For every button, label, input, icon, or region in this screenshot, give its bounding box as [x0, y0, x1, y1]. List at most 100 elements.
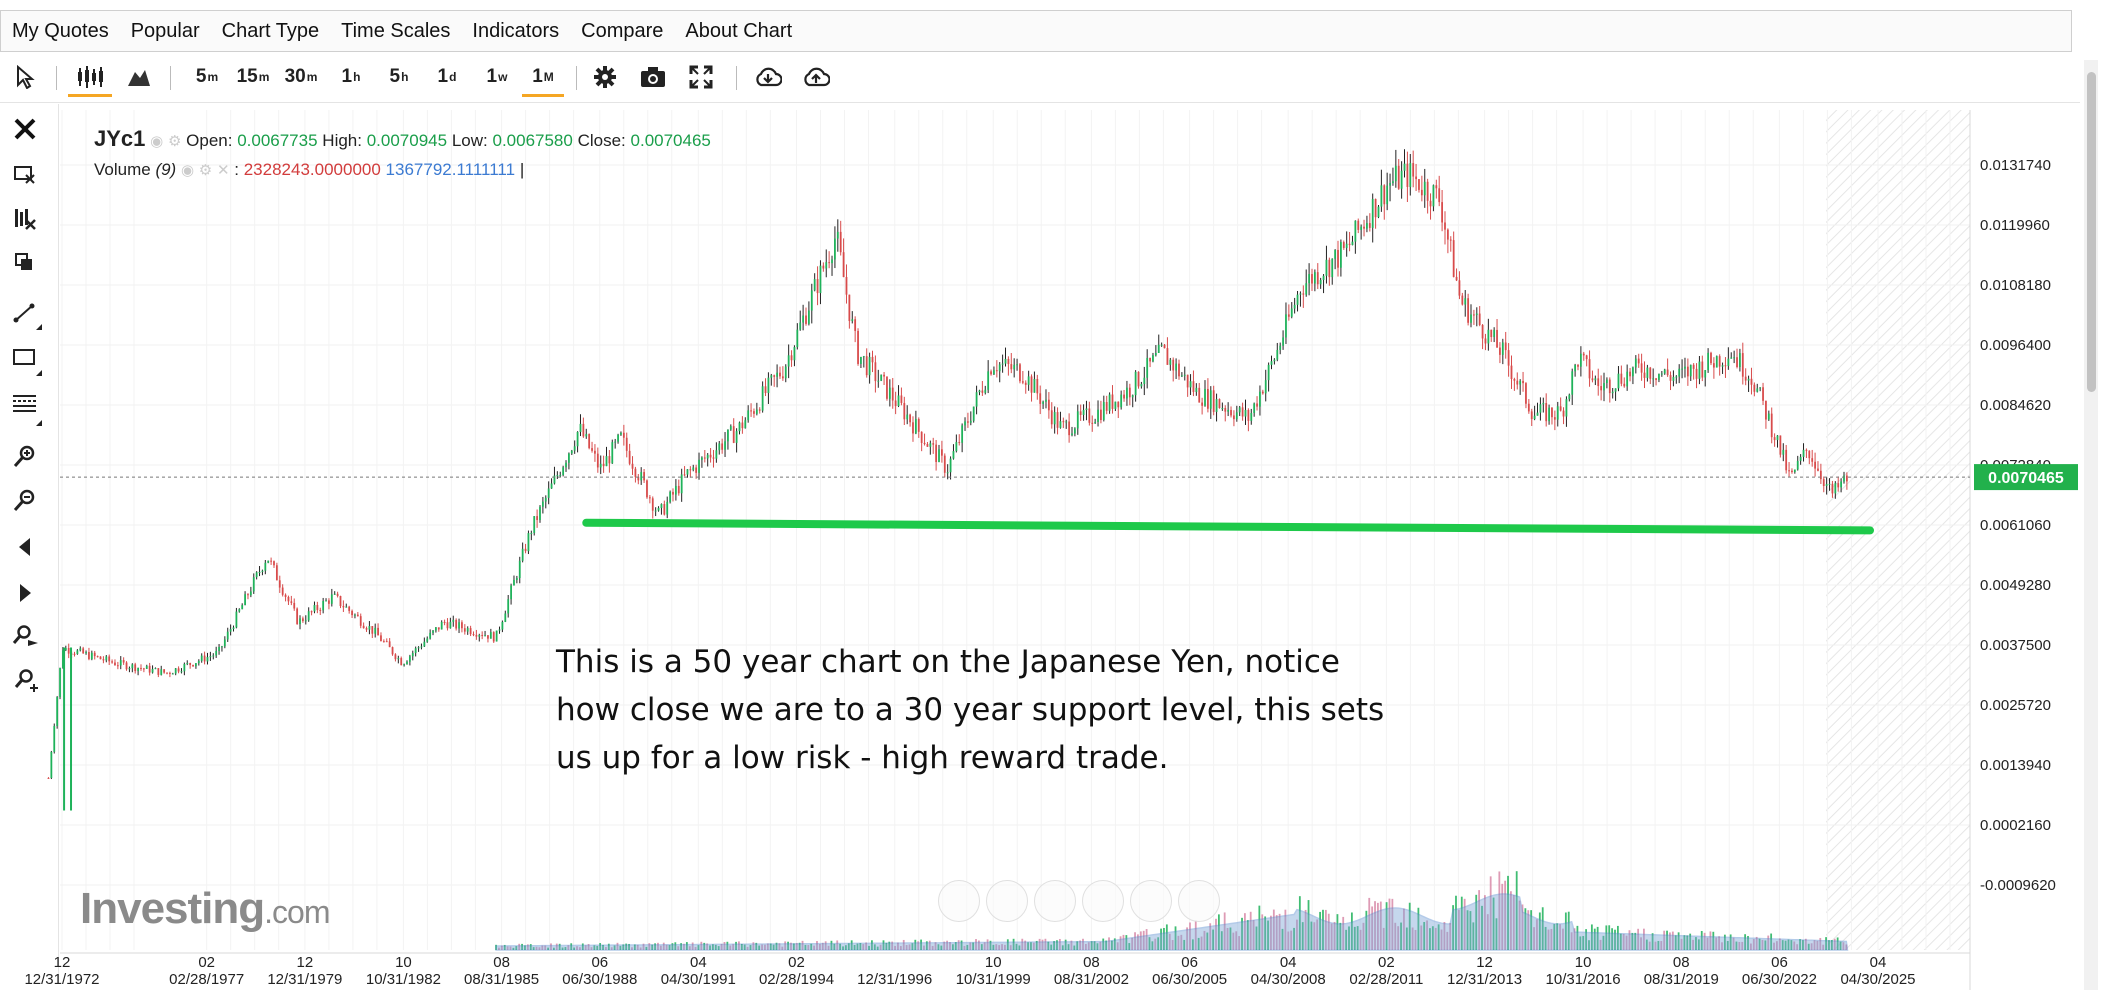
zoom-in-icon[interactable]	[12, 444, 38, 470]
volume-bar	[787, 941, 789, 950]
volume-bar	[1105, 940, 1108, 950]
volume-bar	[1197, 937, 1200, 950]
candle-body	[1192, 381, 1195, 392]
magnet-zoom-icon[interactable]	[12, 624, 38, 650]
candle-body	[1392, 181, 1394, 184]
nav-reset-icon[interactable]	[1130, 880, 1172, 922]
candle-body	[1235, 412, 1238, 420]
remove-indicator-icon[interactable]: ✕	[216, 162, 230, 179]
reset-zoom-icon[interactable]	[12, 668, 38, 694]
interval-30m-button[interactable]: 30 m	[280, 60, 322, 94]
candle-body	[1386, 185, 1389, 205]
candle-body	[1053, 412, 1056, 425]
x-tick-month-label: 08	[1083, 954, 1100, 971]
candle-body	[1160, 344, 1163, 346]
scroll-right-icon[interactable]	[12, 580, 38, 606]
x-tick-month-label: 12	[54, 954, 71, 971]
volume-bar	[1330, 923, 1333, 950]
settings-icon[interactable]: ⚙	[167, 133, 182, 150]
candle-body	[1287, 314, 1290, 317]
menu-my-quotes[interactable]: My Quotes	[12, 19, 109, 42]
cloud-download-icon[interactable]	[752, 60, 784, 94]
scrollbar-thumb[interactable]	[2087, 72, 2096, 392]
camera-icon[interactable]	[638, 60, 668, 94]
candle-body	[504, 613, 507, 622]
gear-icon[interactable]	[590, 60, 620, 94]
volume-bar	[1651, 933, 1654, 950]
candle-body	[348, 606, 351, 611]
visibility-icon[interactable]: ◉	[180, 162, 195, 179]
chart-annotation[interactable]: This is a 50 year chart on the Japanese …	[556, 644, 1385, 776]
candle-body	[1819, 470, 1822, 480]
fibonacci-icon[interactable]	[12, 392, 42, 426]
menu-time-scales[interactable]: Time Scales	[341, 19, 451, 42]
nav-zoom-out-icon[interactable]	[1034, 880, 1076, 922]
candle-body	[238, 609, 241, 612]
candle-body	[212, 655, 215, 657]
delete-drawing-icon[interactable]	[12, 162, 38, 188]
candlestick-chart-icon[interactable]	[68, 60, 112, 97]
volume-bar	[1275, 915, 1278, 950]
candle-body	[1331, 258, 1334, 278]
candle-body	[1250, 413, 1253, 421]
volume-bar	[1368, 897, 1371, 950]
candle-body	[255, 572, 258, 578]
cloud-upload-icon[interactable]	[800, 60, 832, 94]
volume-bar	[1226, 927, 1229, 950]
candle-body	[56, 697, 59, 726]
candle-body	[50, 751, 53, 778]
scroll-left-icon[interactable]	[12, 534, 38, 560]
volume-bar	[1443, 922, 1446, 950]
candle-body	[466, 628, 469, 632]
candle-body	[186, 663, 189, 665]
candle-body	[848, 294, 851, 322]
fullscreen-icon[interactable]	[686, 60, 716, 94]
candle-body	[1178, 363, 1180, 377]
nav-zoom-in-icon[interactable]	[986, 880, 1028, 922]
candle-body	[1340, 242, 1342, 268]
area-chart-icon[interactable]	[124, 60, 154, 94]
drawing-tools-bar	[0, 104, 59, 984]
candle-body	[640, 472, 643, 481]
candle-body	[1100, 409, 1102, 421]
volume-bar	[934, 942, 937, 950]
candle-body	[1102, 402, 1105, 421]
zoom-out-icon[interactable]	[12, 488, 38, 514]
trend-line-icon[interactable]	[12, 300, 42, 330]
candle-body	[1568, 394, 1571, 400]
visibility-icon[interactable]: ◉	[150, 133, 164, 150]
candle-body	[197, 660, 200, 664]
nav-magnet-icon[interactable]	[1082, 880, 1124, 922]
menu-popular[interactable]: Popular	[130, 19, 200, 42]
candle-body	[1033, 378, 1036, 393]
cursor-tool-icon[interactable]	[10, 60, 40, 94]
candle-body	[1487, 329, 1490, 344]
menu-compare[interactable]: Compare	[581, 19, 664, 42]
delete-all-icon[interactable]	[12, 206, 38, 232]
close-value: 0.0070465	[630, 131, 711, 150]
volume-bar	[1770, 933, 1773, 950]
clone-icon[interactable]	[12, 250, 38, 276]
candle-body	[406, 661, 408, 665]
toolbar: 5 m 15 m 30 m 1 h 5 h 1 d 1 w 1 M	[0, 56, 2080, 103]
rectangle-icon[interactable]	[12, 346, 42, 376]
nav-left-icon[interactable]	[938, 880, 980, 922]
settings-icon[interactable]: ⚙	[198, 162, 213, 179]
menu-about-chart[interactable]: About Chart	[685, 19, 793, 42]
volume-bar	[868, 945, 870, 950]
volume-bar	[992, 944, 995, 950]
menu-indicators[interactable]: Indicators	[472, 19, 560, 42]
nav-right-icon[interactable]	[1178, 880, 1220, 922]
interval-15m-button[interactable]: 15 m	[232, 60, 274, 94]
close-icon[interactable]	[12, 116, 38, 142]
menu-chart-type[interactable]: Chart Type	[221, 19, 320, 42]
volume-bar	[1810, 943, 1813, 950]
volume-bar	[951, 944, 954, 950]
